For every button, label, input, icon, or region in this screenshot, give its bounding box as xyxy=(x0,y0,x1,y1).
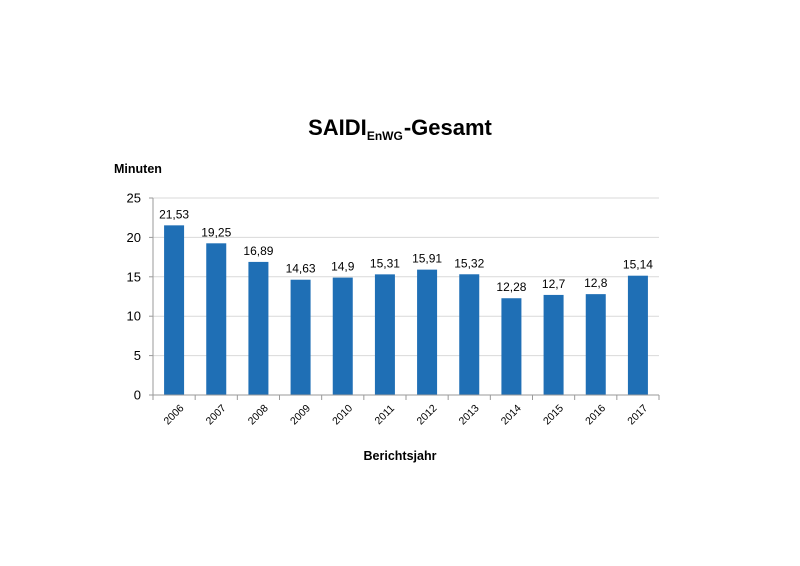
y-tick-label: 25 xyxy=(127,191,141,206)
y-tick-label: 10 xyxy=(127,309,141,324)
x-tick-label: 2015 xyxy=(541,402,566,427)
gridlines xyxy=(153,197,659,357)
y-tick-label: 15 xyxy=(127,269,141,284)
chart-title-subscript: EnWG xyxy=(366,129,403,143)
data-label: 12,28 xyxy=(496,280,526,294)
bar xyxy=(248,261,269,395)
bar xyxy=(459,274,480,395)
data-label: 15,91 xyxy=(412,252,442,266)
x-tick-label: 2014 xyxy=(499,402,524,427)
data-label: 15,14 xyxy=(623,258,653,272)
data-label: 15,32 xyxy=(454,256,484,270)
axes xyxy=(149,197,660,400)
data-label: 14,63 xyxy=(286,262,316,276)
y-tick-label: 0 xyxy=(134,388,141,403)
x-tick-label: 2010 xyxy=(330,402,355,427)
x-tick-label: 2007 xyxy=(204,402,229,427)
data-label: 12,8 xyxy=(584,276,608,290)
x-tick-label: 2016 xyxy=(583,402,608,427)
bar xyxy=(585,294,606,395)
chart-title-suffix: -Gesamt xyxy=(403,115,492,140)
y-tick-label: 5 xyxy=(134,348,141,363)
x-tick-label: 2009 xyxy=(288,402,313,427)
bar xyxy=(206,243,227,395)
bar-series xyxy=(164,225,648,395)
y-tick-label: 20 xyxy=(127,230,141,245)
data-label: 19,25 xyxy=(201,225,231,239)
data-label: 21,53 xyxy=(159,207,189,221)
bar xyxy=(417,269,438,395)
data-label: 16,89 xyxy=(243,244,273,258)
x-tick-label: 2012 xyxy=(414,402,439,427)
x-tick-label: 2017 xyxy=(625,402,650,427)
x-tick-label: 2006 xyxy=(161,402,186,427)
chart-title-main: SAIDI xyxy=(308,115,367,140)
bar xyxy=(501,298,522,395)
x-tick-label: 2008 xyxy=(246,402,271,427)
data-label: 14,9 xyxy=(331,260,355,274)
bar xyxy=(164,225,185,395)
bar xyxy=(627,275,648,395)
chart-title: SAIDIEnWG-Gesamt xyxy=(0,115,800,143)
data-label: 15,31 xyxy=(370,256,400,270)
bar xyxy=(290,279,311,395)
bar xyxy=(543,294,564,395)
x-tick-label: 2011 xyxy=(373,403,398,428)
x-axis-label: Berichtsjahr xyxy=(363,449,437,463)
bar xyxy=(374,274,395,395)
x-tick-label: 2013 xyxy=(457,402,482,427)
data-label: 12,7 xyxy=(542,277,566,291)
bar xyxy=(332,277,353,395)
y-axis-label: Minuten xyxy=(114,162,162,176)
